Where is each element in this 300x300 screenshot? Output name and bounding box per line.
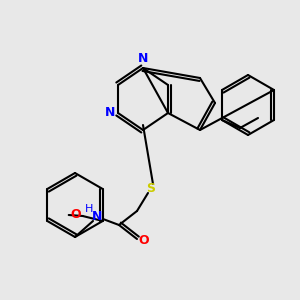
- Text: H: H: [85, 204, 93, 214]
- Text: N: N: [105, 106, 115, 119]
- Text: O: O: [70, 208, 81, 221]
- Text: N: N: [138, 52, 148, 64]
- Text: N: N: [92, 211, 102, 224]
- Text: O: O: [139, 235, 149, 248]
- Text: S: S: [146, 182, 155, 196]
